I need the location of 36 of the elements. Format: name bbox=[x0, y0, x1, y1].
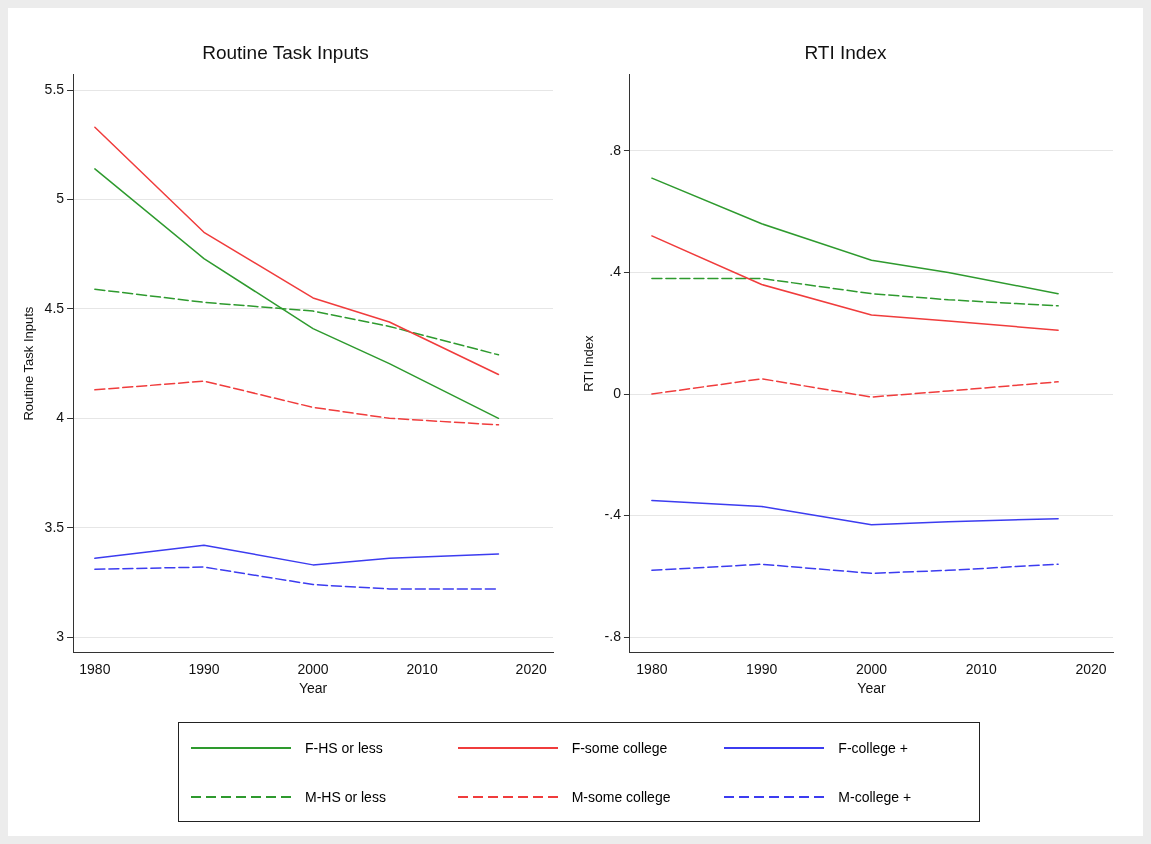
y-tick-label: 4 bbox=[56, 409, 65, 426]
y-tick-label: 4.5 bbox=[44, 299, 65, 316]
y-tick-label: .4 bbox=[609, 263, 622, 280]
line-series bbox=[651, 378, 1059, 398]
y-axis-title: Routine Task Inputs bbox=[21, 306, 37, 421]
legend-label: M-college + bbox=[838, 788, 912, 805]
y-tick-label: 5.5 bbox=[44, 80, 65, 97]
x-tick-label: 2000 bbox=[297, 660, 329, 677]
legend-label: F-HS or less bbox=[305, 739, 383, 756]
x-tick-label: 2020 bbox=[515, 660, 547, 677]
y-tick-label: 0 bbox=[613, 384, 622, 401]
x-tick-label: 2010 bbox=[406, 660, 438, 677]
legend-label: M-HS or less bbox=[305, 788, 386, 805]
x-tick-label: 1980 bbox=[79, 660, 111, 677]
x-tick-label: 2000 bbox=[855, 660, 888, 677]
legend-label: M-some college bbox=[571, 788, 671, 805]
x-tick-label: 2010 bbox=[965, 660, 998, 677]
y-tick-label: 3 bbox=[56, 627, 65, 644]
x-tick-label: 1990 bbox=[188, 660, 220, 677]
legend-label: F-some college bbox=[571, 739, 668, 756]
x-tick-label: 1990 bbox=[746, 660, 778, 677]
y-tick-label: .8 bbox=[609, 141, 622, 158]
x-tick-label: 2020 bbox=[1075, 660, 1107, 677]
y-tick-label: -.4 bbox=[604, 506, 622, 523]
chart-title: RTI Index bbox=[804, 41, 888, 63]
x-axis-title: Year bbox=[857, 680, 886, 697]
y-tick-label: 5 bbox=[56, 190, 65, 207]
line-series bbox=[651, 277, 1059, 307]
chart-title: Routine Task Inputs bbox=[202, 41, 369, 63]
y-tick-label: 3.5 bbox=[44, 518, 65, 535]
y-axis-title: RTI Index bbox=[581, 335, 597, 392]
legend-label: F-college + bbox=[838, 739, 908, 756]
x-tick-label: 1980 bbox=[636, 660, 668, 677]
x-axis-title: Year bbox=[298, 680, 328, 697]
line-series bbox=[94, 380, 500, 426]
y-tick-label: -.8 bbox=[604, 628, 622, 645]
